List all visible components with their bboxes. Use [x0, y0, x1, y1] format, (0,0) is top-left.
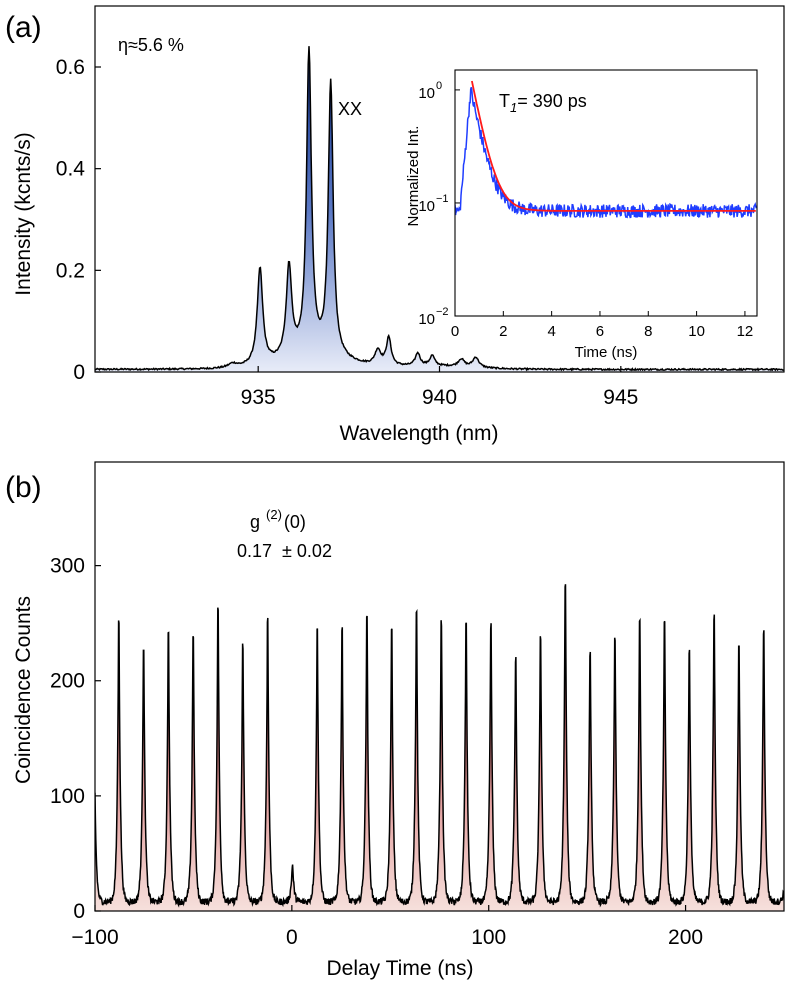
inset-ytick-exponent: −1: [436, 193, 449, 205]
inset-ylabel: Normalized Int.: [405, 126, 422, 227]
panel-b-g2-sup: (2): [266, 507, 282, 522]
panel-b-xtick-label: 100: [471, 926, 506, 949]
panel-b: (b) −100 0 100 200 0 100 200 300 Delay Time (n…: [5, 461, 785, 980]
panel-b-g2-symbol: g: [250, 512, 260, 532]
inset-t1-value: = 390 ps: [517, 91, 587, 111]
inset-xtick-label: 10: [688, 323, 705, 340]
inset-frame: [454, 69, 758, 317]
panel-b-xlabel: Delay Time (ns): [326, 957, 473, 980]
panel-a-ytick-label: 0: [73, 361, 85, 384]
panel-a-xlabel: Wavelength (nm): [339, 422, 498, 445]
panel-b-ytick-label: 300: [50, 555, 85, 578]
inset-x-ticks: 0 2 4 6 8 10 12: [451, 311, 753, 340]
inset-ytick-exponent: 0: [436, 80, 442, 92]
panel-b-ytick-label: 0: [73, 900, 85, 923]
panel-a: (a) 935 940 945 0 0.2 0.4 0.6 Wavelength (nm)…: [5, 5, 785, 445]
panel-b-g2-label: g (2) (0): [250, 507, 306, 532]
panel-a-xtick-label: 935: [241, 386, 276, 409]
panel-a-ytick-label: 0.4: [56, 158, 86, 181]
panel-a-y-ticks: 0 0.2 0.4 0.6: [56, 56, 101, 384]
inset-ytick-label: 10: [418, 85, 435, 102]
panel-a-eta-annotation: η≈5.6 %: [118, 35, 184, 55]
inset-xtick-label: 12: [737, 323, 754, 340]
panel-a-ytick-label: 0.2: [56, 259, 85, 282]
inset-xlabel: Time (ns): [575, 344, 638, 361]
panel-b-xtick-label: 200: [668, 926, 703, 949]
panel-a-xtick-label: 940: [422, 386, 457, 409]
inset-ytick-label: 10: [418, 198, 435, 215]
panel-b-ylabel: Coincidence Counts: [12, 596, 35, 784]
panel-b-histogram-line: [95, 584, 784, 908]
inset-xtick-label: 4: [547, 323, 555, 340]
inset-xtick-label: 8: [644, 323, 652, 340]
inset-t1-prefix: T: [499, 91, 510, 111]
panel-a-xtick-label: 945: [603, 386, 638, 409]
panel-b-x-ticks: −100 0 100 200: [71, 905, 703, 949]
inset-xtick-label: 2: [499, 323, 507, 340]
panel-b-ytick-label: 100: [50, 785, 85, 808]
inset-ytick-exponent: −2: [436, 306, 449, 318]
inset-xtick-label: 0: [451, 323, 459, 340]
panel-b-g2-value: 0.17 ± 0.02: [237, 541, 332, 561]
panel-a-xx-annotation: XX: [338, 99, 362, 119]
panel-b-frame: [94, 461, 785, 912]
panel-b-g2-arg: (0): [284, 512, 306, 532]
panel-a-x-ticks: 935 940 945: [241, 366, 638, 409]
panel-b-ytick-label: 200: [50, 670, 85, 693]
panel-a-ylabel: Intensity (kcnts/s): [12, 132, 35, 295]
panel-a-spectrum-line: [95, 46, 784, 372]
inset-background: [455, 70, 757, 316]
inset-ytick-label: 10: [418, 311, 435, 328]
panel-b-label: (b): [5, 471, 42, 504]
inset-fit-series: [471, 80, 756, 212]
panel-a-ytick-label: 0.6: [56, 56, 85, 79]
inset-xtick-label: 6: [596, 323, 604, 340]
panel-b-xtick-label: 0: [286, 926, 298, 949]
panel-b-y-ticks: 0 100 200 300: [50, 555, 101, 923]
panel-b-xtick-label: −100: [71, 926, 118, 949]
inset-t1-sub: 1: [510, 100, 517, 115]
panel-a-label: (a): [5, 11, 42, 44]
inset-t1-annotation: T1= 390 ps: [499, 91, 587, 115]
